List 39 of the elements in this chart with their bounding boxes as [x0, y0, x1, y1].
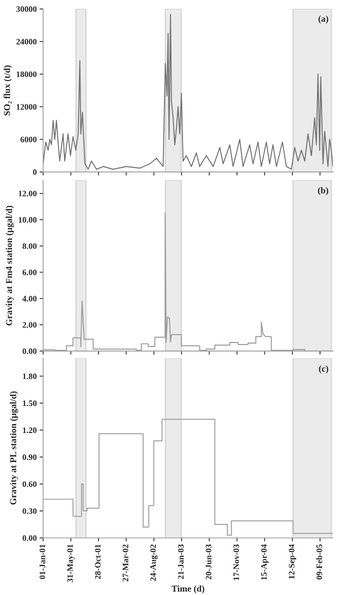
- y-tick-label: 1.50: [22, 400, 37, 406]
- y-tick-label: 18000: [16, 71, 37, 78]
- annotation: (b): [318, 187, 328, 196]
- x-tick-label: 20-Jun-03: [206, 544, 212, 580]
- y-tick-label: 30000: [16, 6, 37, 12]
- y-axis-title: Gravity at PL station (μgal/d): [10, 391, 18, 505]
- y-tick-label: 12000: [16, 104, 37, 110]
- y-tick-label: 24000: [16, 38, 37, 45]
- x-axis-title: Time (d): [172, 585, 204, 594]
- x-tick-label: 28-Oct-01: [94, 544, 101, 579]
- y-tick-label: 0: [33, 169, 37, 175]
- y-tick-label: 0.30: [22, 508, 37, 514]
- line-series: [43, 14, 333, 170]
- annotation: (c): [318, 365, 328, 374]
- x-tick-label: 31-May-01: [67, 544, 75, 582]
- x-tick-label: 17-Nov-03: [233, 544, 240, 580]
- y-tick-label: 0.60: [22, 481, 37, 487]
- x-tick-label: 21-Jan-03: [178, 544, 184, 579]
- x-tick-label: 27-Mar-02: [122, 544, 128, 582]
- y-tick-label: 6000: [20, 136, 37, 142]
- y-tick-label: 12.00: [18, 190, 37, 196]
- y-tick-label: 10.00: [18, 217, 37, 223]
- y-tick-label: 0.90: [22, 454, 37, 460]
- y-tick-label: 4.00: [22, 296, 37, 302]
- x-tick-label: 01-Jan-01: [40, 544, 46, 579]
- y-tick-label: 1.20: [22, 427, 37, 434]
- y-tick-label: 2.00: [22, 322, 37, 328]
- x-tick-label: 15-Apr-04: [261, 544, 268, 580]
- y-tick-label: 6.00: [22, 270, 37, 276]
- y-tick-label: 0.00: [22, 348, 37, 354]
- y-tick-label: 0.00: [22, 535, 37, 541]
- y-tick-label: 8.00: [22, 243, 37, 249]
- y-axis-title: SO₂ flux (t/d): [4, 65, 12, 116]
- x-tick-label: 12-Sep-04: [288, 544, 296, 579]
- annotation: (a): [318, 15, 328, 24]
- y-axis-title: Gravity at Fm4 station (μgal/d): [6, 206, 14, 326]
- x-tick-label: 09-Feb-05: [316, 544, 322, 580]
- x-tick-label: 24-Aug-02: [150, 544, 158, 581]
- y-tick-label: 1.80: [22, 374, 37, 380]
